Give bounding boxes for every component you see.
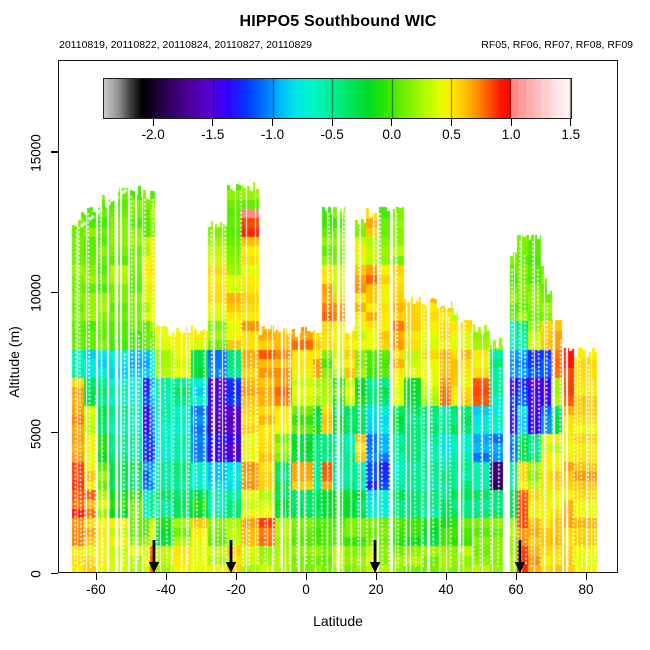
y-axis-tick: [51, 572, 58, 574]
y-axis-title-text: Altitude (m): [6, 326, 22, 398]
subtitle-dates: 20110819, 20110822, 20110824, 20110827, …: [59, 39, 313, 51]
y-axis-tick-text: 0: [28, 570, 44, 578]
y-axis-tick-text: 15000: [28, 134, 44, 172]
x-axis-tick: [305, 573, 307, 580]
x-axis-tick: [375, 573, 377, 580]
x-axis-tick-label: -20: [226, 582, 246, 597]
colorbar-tick-label: 1.5: [561, 127, 581, 142]
colorbar-tick-label: -1.0: [260, 127, 285, 142]
latitude-marker-arrow-icon: [513, 539, 527, 574]
x-axis-tick: [235, 573, 237, 580]
x-axis-tick-label: 60: [508, 582, 524, 597]
latitude-marker-arrow-icon: [147, 539, 161, 574]
colorbar-tick: [271, 119, 274, 126]
colorbar-tick-label: -2.0: [141, 127, 165, 142]
plot-title: HIPPO5 Southbound WIC: [239, 13, 437, 30]
x-axis-tick-label: -60: [86, 582, 106, 597]
colorbar-tick: [212, 119, 214, 126]
colorbar-tick: [152, 119, 154, 126]
curtain-heatmap-canvas: [58, 60, 618, 573]
colorbar-tick-label: 0.5: [442, 127, 461, 142]
colorbar-tick: [570, 119, 572, 126]
x-axis-title: Latitude: [313, 613, 363, 629]
colorbar-tick-label: 0.0: [382, 127, 402, 142]
colorbar-tick: [510, 119, 512, 126]
y-axis-tick: [51, 291, 58, 294]
x-axis-tick: [585, 573, 587, 580]
latitude-marker-arrow-icon: [368, 539, 382, 574]
x-axis-tick: [95, 573, 97, 580]
x-axis-tick-label: 80: [578, 582, 594, 597]
colorbar-tick: [391, 119, 393, 126]
y-axis-tick-text: 10000: [28, 274, 44, 313]
x-axis-tick: [515, 573, 517, 580]
colorbar-tick: [450, 119, 453, 126]
x-axis-tick-label: 0: [302, 582, 310, 597]
colorbar: [103, 78, 572, 119]
y-axis-tick: [51, 151, 58, 153]
colorbar-tick: [331, 119, 333, 126]
colorbar-tick-label: -1.5: [201, 127, 225, 142]
x-axis-tick: [165, 573, 167, 580]
colorbar-tick-label: 1.0: [501, 127, 521, 142]
x-axis-tick-label: 20: [368, 582, 384, 597]
colorbar-tick-label: -0.5: [320, 127, 344, 142]
x-axis-tick-label: -40: [156, 582, 176, 597]
latitude-marker-arrow-icon: [224, 539, 238, 574]
y-axis-tick: [51, 432, 58, 434]
subtitle-flights: RF05, RF06, RF07, RF08, RF09: [481, 39, 633, 51]
x-axis-tick-label: 40: [438, 582, 454, 597]
colorbar-gradient-canvas: [104, 79, 571, 118]
y-axis-tick-text: 5000: [28, 418, 44, 449]
x-axis-tick: [445, 573, 447, 580]
